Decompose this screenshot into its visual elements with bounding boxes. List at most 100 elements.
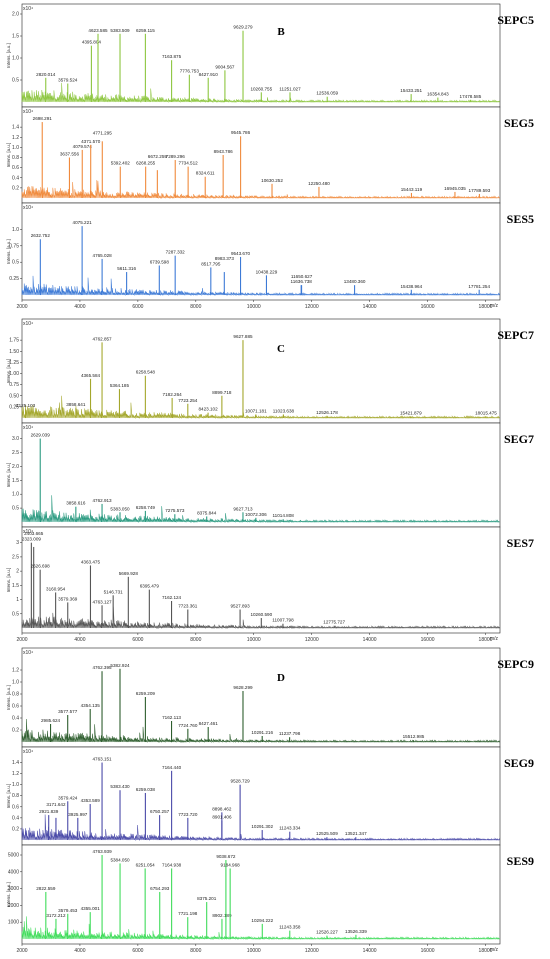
y-exponent-label: x10⁴ [23,749,33,755]
panel-frame [21,526,501,634]
spectrum-trace [21,82,500,104]
y-tick-label: 1.4 [12,760,19,766]
spectrum-panel-ses9: 1000 2000 3000 4000 5000 Intens. [a.u.] 2822.5… [6,844,534,954]
peak-label: 4762.913 [92,498,112,503]
panel-frame [21,746,501,846]
peak-label: 4075.221 [73,220,93,225]
peak-label: 5611.316 [117,266,136,271]
group-label-c: C [277,343,285,355]
x-axis-label: m/z [490,303,499,309]
peak-label: 3637.556 [60,152,80,157]
peak-label: 15421.879 [400,411,422,416]
spectrum-trace [21,606,500,630]
y-tick-label: 0.6 [12,804,19,810]
peak-label: 7721.198 [178,911,198,916]
y-tick-label: 0.5 [12,78,19,84]
panel-label-seg9: SEG9 [504,756,534,770]
spectrum-trace [21,916,500,941]
x-tick-label: 2000 [16,948,27,954]
peak-label: 12775.727 [323,620,345,625]
peak-label: 4365.584 [81,373,101,378]
x-tick-label: 8000 [190,637,201,643]
x-tick-label: 6000 [132,948,143,954]
y-tick-label: 1.5 [12,34,19,40]
peak-label: 15438.964 [400,284,422,289]
peak-label: 9038.672 [216,854,236,859]
peak-label: 2626.698 [31,564,51,569]
peak-label: 5383.430 [110,784,130,789]
peak-label: 3172.212 [46,913,66,918]
y-tick-label: 0.6 [12,165,19,171]
y-tick-label: 3.0 [12,436,19,442]
spectrum-trace [21,814,500,842]
y-tick-label: 2.0 [12,464,19,470]
peak-label: 9543.670 [231,251,251,256]
peak-label: 7287.332 [166,250,186,255]
y-tick-label: 3000 [8,886,19,892]
peak-label: 6268.255 [136,161,156,166]
peak-label: 8517.795 [201,261,221,266]
peak-label: 3577.577 [58,709,78,714]
panel-label-ses7: SES7 [507,536,534,550]
y-tick-label: 0.5 [12,260,19,266]
spectrum-trace [21,395,500,420]
peak-label: 18015.475 [475,411,497,416]
x-tick-label: 4000 [74,948,85,954]
peak-label: 9004.567 [215,64,235,69]
y-exponent-label: x10⁴ [23,6,33,12]
y-tick-label: 2.5 [12,554,19,560]
peak-label: 11007.798 [272,618,294,623]
peak-label: 7776.753 [180,69,200,74]
y-tick-label: 0.75 [9,243,19,249]
y-tick-label: 0.8 [12,155,19,161]
peak-label: 7723.254 [178,398,198,403]
peak-label: 4771.295 [93,130,113,135]
peak-label: 3171.642 [46,802,66,807]
y-axis-label: Intens. [a.u.] [6,359,11,384]
peak-label: 8901.406 [212,815,232,820]
y-tick-label: 4000 [8,869,19,875]
peak-label: 5383.050 [110,506,130,511]
peak-label: 9527.893 [230,604,250,609]
peak-label: 10291.302 [251,824,273,829]
panel-frame [21,318,501,424]
y-tick-label: 0.25 [9,276,19,282]
x-tick-label: 6000 [132,304,143,310]
y-tick-label: 1.0 [12,492,19,498]
y-tick-label: 1.75 [9,338,19,344]
peak-label: 9627.713 [233,506,253,511]
peak-label: 10294.222 [251,918,273,923]
peak-label: 7162.124 [162,595,182,600]
peak-label: 7289.296 [166,154,186,159]
peak-label: 6251.054 [136,862,156,867]
y-tick-label: 1.0 [12,227,19,233]
y-exponent-label: x10⁴ [23,425,33,431]
peak-label: 9628.299 [233,685,253,690]
y-tick-label: 0.2 [12,185,19,191]
spectrum-panel-seg7: 0.5 1.0 1.5 2.0 2.5 3.0 x10⁴ Intens. [a.u.] 2629… [6,422,534,528]
peak-label: 8375.201 [197,896,217,901]
panel-frame [21,3,501,108]
x-tick-label: 8000 [190,304,201,310]
y-tick-label: 1.50 [9,349,19,355]
peak-label: 8427.910 [199,72,219,77]
peak-label: 3858.616 [66,501,86,506]
peak-label: 7164.938 [162,862,182,867]
x-tick-label: 16000 [421,948,435,954]
peak-label: 15433.251 [400,88,422,93]
peak-label: 11237.798 [279,731,301,736]
peak-label: 10630.252 [261,178,283,183]
peak-label: 3579.424 [58,795,78,800]
peak-label: 4623.585 [88,28,108,33]
peak-label: 13521.347 [345,831,367,836]
peak-label: 7734.512 [179,161,199,166]
y-tick-label: 1.25 [9,360,19,366]
peak-label: 7723.361 [178,604,198,609]
y-axis-label: Intens. [a.u.] [6,685,11,710]
y-axis-label: Intens. [a.u.] [6,882,11,907]
peak-label: 4763.939 [92,849,112,854]
y-tick-label: 0.75 [9,382,19,388]
peak-label: 5384.050 [110,857,130,862]
peak-label: 11243.334 [279,826,301,831]
